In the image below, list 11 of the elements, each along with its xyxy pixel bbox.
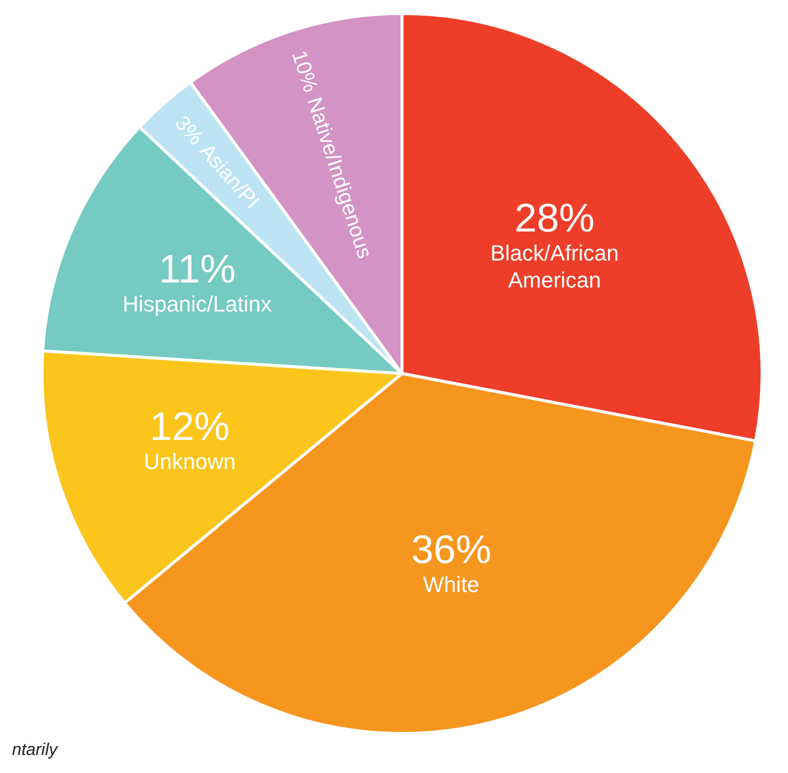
data-label: 36%	[411, 528, 492, 572]
slice-label: Unknown	[144, 449, 236, 474]
data-label: 28%	[514, 196, 595, 240]
data-label: 3%	[170, 112, 208, 150]
slice-label: Black/African American	[490, 240, 619, 292]
slice-label: Hispanic/Latinx	[122, 291, 272, 316]
data-label: 10%	[287, 48, 322, 95]
data-label: 11%	[158, 247, 236, 292]
data-label: 12%	[150, 405, 230, 450]
text: ntarily	[12, 740, 59, 760]
slice-label: White	[423, 572, 480, 597]
